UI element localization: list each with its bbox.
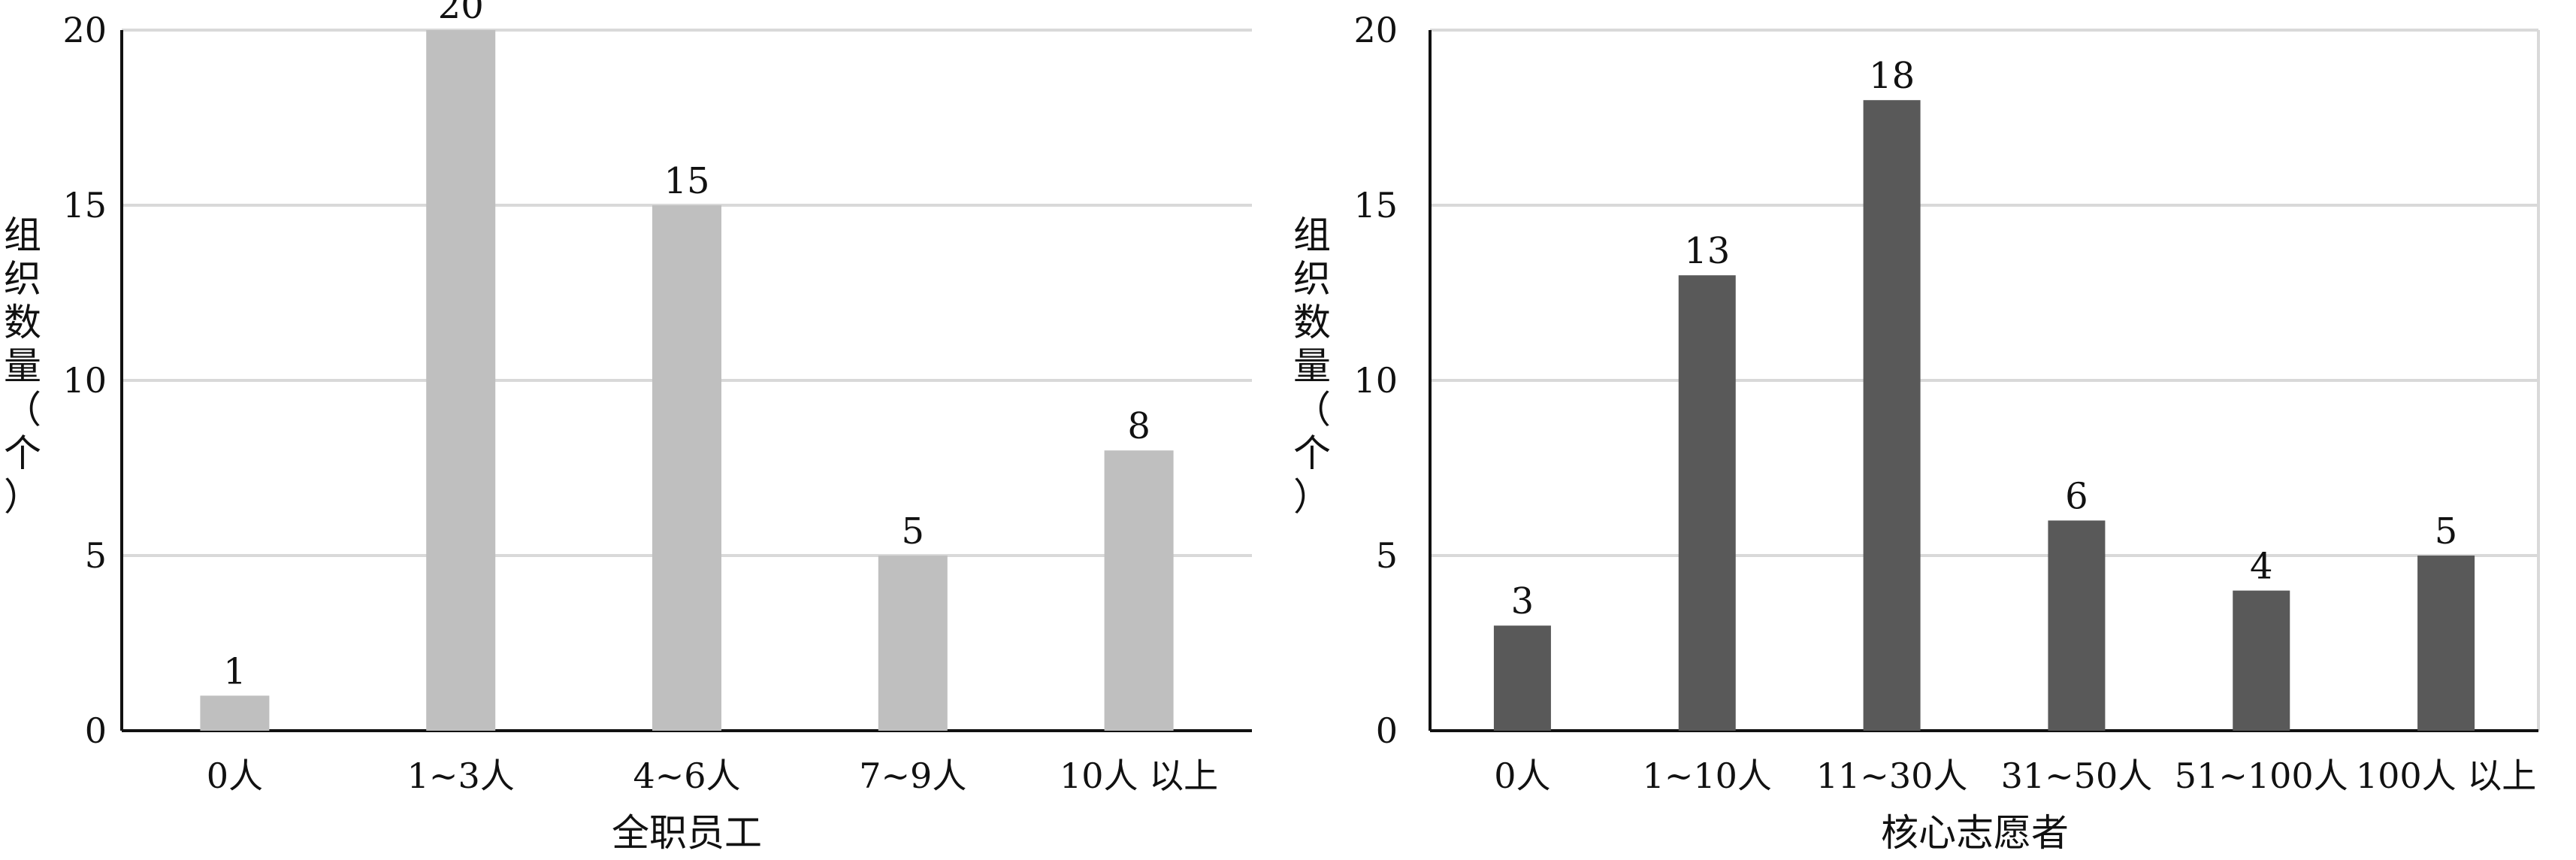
bar <box>2048 520 2106 731</box>
bar <box>426 30 496 731</box>
category-label: 31~50人 <box>2001 756 2153 796</box>
y-tick-label: 15 <box>1353 185 1398 226</box>
category-label: 4~6人 <box>633 756 740 796</box>
bar <box>878 556 948 731</box>
y-tick-label: 0 <box>1376 710 1398 751</box>
data-label: 18 <box>1869 55 1915 97</box>
y-axis-title-char: 数 <box>1293 301 1331 344</box>
y-axis-title-char: 组 <box>4 213 41 257</box>
bar <box>2233 590 2290 731</box>
data-label: 5 <box>902 510 925 553</box>
data-label: 15 <box>664 160 709 202</box>
category-label: 11~30人 <box>1816 756 1968 796</box>
data-label: 1 <box>223 650 246 692</box>
y-tick-label: 20 <box>1353 10 1398 50</box>
x-axis-title: 核心志愿者 <box>1881 811 2069 855</box>
y-axis-title-char: （ <box>1293 388 1331 432</box>
bar <box>1493 625 1551 731</box>
bar <box>2417 556 2475 731</box>
category-label: 7~9人 <box>859 756 966 796</box>
bar <box>200 695 270 731</box>
category-label: 51~100人 <box>2175 756 2348 796</box>
data-label: 5 <box>2435 510 2458 553</box>
bar <box>1678 275 1736 731</box>
y-tick-label: 10 <box>62 360 107 401</box>
y-axis-title-char: （ <box>4 388 41 432</box>
y-tick-label: 15 <box>62 185 107 226</box>
x-axis-title: 全职员工 <box>612 811 762 855</box>
y-axis-title-char: 组 <box>1293 213 1331 257</box>
right-chart-panel: 0 5 10 15 20 3 0人 13 1~10人 18 11~30人 6 31~50人 4 51~100… <box>1293 10 2540 855</box>
y-tick-label: 10 <box>1353 360 1398 401</box>
category-label: 100人 以上 <box>2356 756 2536 796</box>
data-label: 6 <box>2065 475 2088 517</box>
y-tick-label: 20 <box>62 10 107 50</box>
bar <box>1104 450 1174 731</box>
data-label: 20 <box>438 0 484 27</box>
y-tick-label: 0 <box>85 710 107 751</box>
y-axis-title-char: 织 <box>4 257 41 301</box>
y-axis-title-char: 量 <box>4 344 41 388</box>
y-axis-title-char: 量 <box>1293 344 1331 388</box>
y-axis-title-char: 织 <box>1293 257 1331 301</box>
category-label: 0人 <box>207 756 263 796</box>
category-label: 10人 以上 <box>1060 756 1218 796</box>
bar <box>652 205 721 731</box>
y-tick-label: 5 <box>85 535 107 576</box>
y-axis-title-char: ） <box>1293 475 1331 519</box>
bar <box>1863 100 1921 731</box>
data-label: 13 <box>1684 230 1730 272</box>
y-axis-title-char: 数 <box>4 301 41 344</box>
y-tick-label: 5 <box>1376 535 1398 576</box>
category-label: 1~3人 <box>407 756 515 796</box>
y-axis-title-char: 个 <box>1293 432 1331 475</box>
category-label: 0人 <box>1494 756 1550 796</box>
data-label: 8 <box>1127 405 1150 447</box>
category-label: 1~10人 <box>1643 756 1772 796</box>
data-label: 3 <box>1511 580 1534 622</box>
y-axis-title-char: ） <box>4 475 41 519</box>
y-axis-title-char: 个 <box>4 432 41 475</box>
data-label: 4 <box>2250 546 2273 588</box>
